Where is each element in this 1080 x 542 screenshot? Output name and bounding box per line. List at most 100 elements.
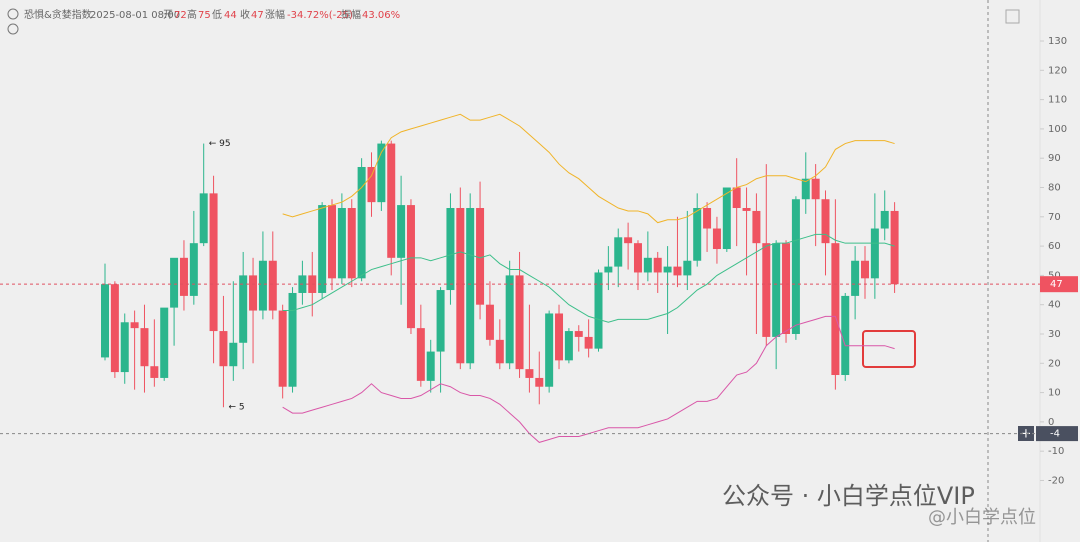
candle-body — [683, 260, 692, 276]
candle-body — [160, 307, 169, 378]
candle-body — [722, 187, 731, 250]
candle-body — [347, 208, 356, 279]
candle-body — [150, 366, 159, 378]
candle-body — [624, 237, 633, 244]
candle-body — [436, 290, 445, 352]
candle-body — [357, 166, 366, 279]
candle-body — [712, 228, 721, 250]
candle-body — [337, 208, 346, 279]
header-change-label: 涨幅 — [265, 8, 285, 21]
candle-body — [841, 295, 850, 376]
candle-body — [584, 336, 593, 349]
candle-body — [397, 205, 406, 258]
crosshair-tag — [1036, 426, 1078, 442]
header-name: 恐惧&贪婪指数 — [24, 8, 92, 21]
header-open: 72 — [174, 10, 187, 21]
candle-body — [653, 257, 662, 273]
candle-body — [387, 143, 396, 258]
candle-body — [209, 193, 218, 332]
candle-body — [851, 260, 860, 296]
candle-body — [791, 199, 800, 334]
candle-body — [426, 351, 435, 381]
candle-body — [110, 284, 119, 373]
watermark: @小白学点位 — [928, 507, 1036, 528]
candle-body — [476, 208, 485, 305]
y-tick-label: 20 — [1048, 358, 1061, 369]
candle-body — [663, 266, 672, 273]
candle-body — [515, 275, 524, 370]
collapse-icon[interactable] — [7, 8, 19, 20]
candle-body — [693, 208, 702, 261]
candle-body — [466, 208, 475, 364]
annotation: ← 5 — [228, 403, 244, 413]
header-low: 44 — [224, 10, 237, 21]
candle-body — [495, 339, 504, 364]
candle-body — [239, 275, 248, 343]
candle-body — [485, 304, 494, 340]
candle-body — [762, 243, 771, 337]
candle-body — [801, 178, 810, 200]
y-tick-label: 30 — [1048, 329, 1061, 340]
y-tick-label: 80 — [1048, 183, 1061, 194]
header-high: 75 — [198, 10, 211, 21]
candle-body — [249, 275, 258, 311]
candle-body — [328, 205, 337, 279]
candle-body — [535, 377, 544, 387]
y-tick-label: 110 — [1048, 95, 1067, 106]
header-date: 2025-08-01 08:00 — [90, 10, 180, 21]
candle-body — [120, 322, 129, 373]
watermark: 公众号 · 小白学点位VIP — [722, 482, 975, 510]
candle-body — [772, 243, 781, 337]
y-tick-label: 130 — [1048, 36, 1067, 47]
y-tick-label: -20 — [1048, 475, 1064, 486]
candle-body — [189, 243, 198, 296]
candle-body — [752, 210, 761, 244]
header-high-label: 高 — [187, 8, 197, 21]
candle-body — [564, 331, 573, 361]
crosshair-label: -4 — [1050, 429, 1060, 440]
header-open-label: 开 — [163, 10, 173, 21]
band-line — [282, 113, 895, 224]
candle-body — [258, 260, 267, 311]
y-tick-label: 10 — [1048, 388, 1061, 399]
y-tick-label: -10 — [1048, 446, 1064, 457]
candle-body — [821, 199, 830, 244]
candle-body — [406, 205, 415, 329]
candle-body — [367, 166, 376, 203]
header-amplitude-label: 振幅 — [341, 8, 361, 21]
fullscreen-icon[interactable] — [1005, 9, 1020, 24]
annotation: ← 95 — [209, 139, 231, 149]
candle-body — [870, 228, 879, 279]
y-tick-label: 100 — [1048, 124, 1067, 135]
candle-body — [525, 369, 534, 378]
candle-body — [732, 187, 741, 209]
y-tick-label: 50 — [1048, 270, 1061, 281]
candle-body — [782, 243, 791, 334]
candle-body — [614, 237, 623, 267]
candle-body — [643, 257, 652, 273]
candle-body — [890, 210, 899, 285]
candle-body — [140, 328, 149, 367]
expand-icon[interactable] — [7, 23, 19, 35]
y-tick-label: 90 — [1048, 153, 1061, 164]
header-change: -34.72%(-25) — [287, 10, 353, 21]
candle-body — [219, 331, 228, 367]
candle-body — [101, 284, 109, 358]
y-tick-label: 70 — [1048, 212, 1061, 223]
candle-body — [545, 313, 554, 387]
candle-body — [416, 328, 425, 381]
candle-body — [456, 208, 465, 364]
candle-body — [318, 205, 327, 293]
header-icons — [7, 8, 1020, 35]
candle-body — [604, 266, 613, 273]
candle-body — [742, 208, 751, 211]
candle-body — [179, 257, 188, 296]
header-amplitude: 43.06% — [362, 10, 400, 21]
candle-body — [505, 275, 514, 364]
candle-body — [880, 210, 889, 229]
last-price-tag — [1040, 276, 1078, 293]
candle-body — [288, 292, 297, 387]
candle-body — [130, 322, 139, 329]
highlight-box — [862, 330, 916, 368]
